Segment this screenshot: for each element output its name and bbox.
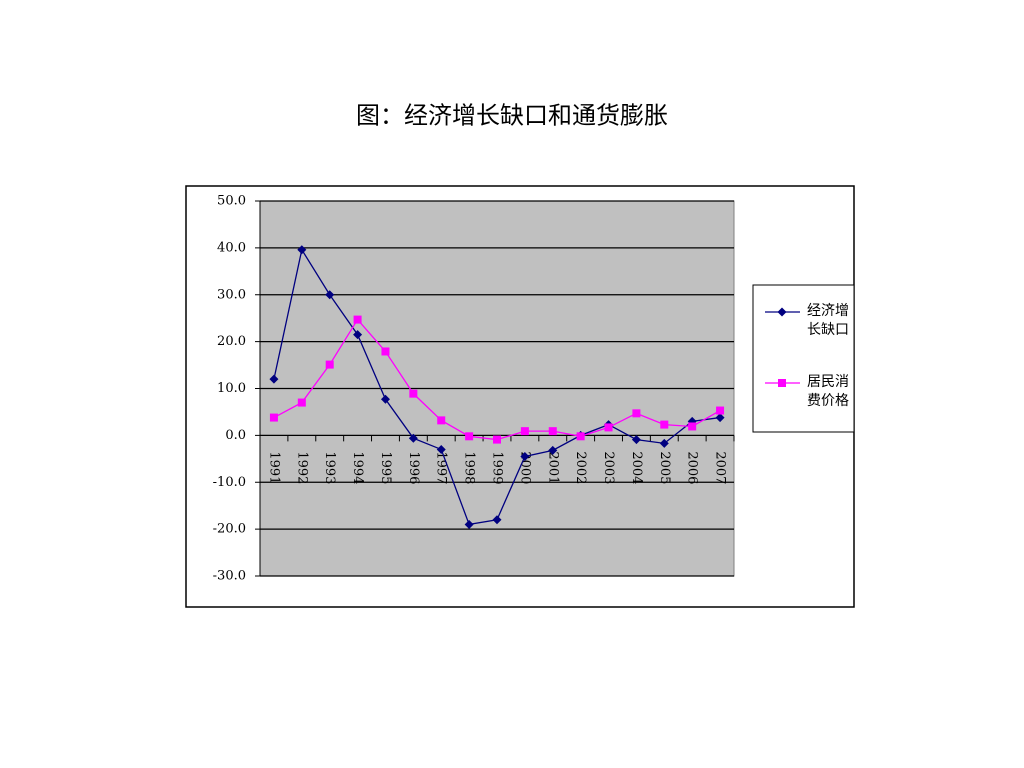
data-point (436, 444, 446, 454)
data-point (353, 315, 362, 324)
data-point (777, 307, 787, 317)
data-point (325, 360, 334, 369)
data-point (660, 420, 669, 429)
x-tick-label: 1996 (406, 451, 421, 484)
data-point (716, 406, 725, 415)
x-tick-label: 1993 (322, 451, 337, 484)
x-tick-label: 1998 (462, 451, 477, 484)
data-point (520, 427, 529, 436)
data-point (520, 451, 530, 461)
data-point (632, 409, 641, 418)
y-tick-label: 50.0 (217, 194, 246, 209)
x-tick-label: 2006 (685, 451, 700, 484)
data-point (465, 432, 474, 441)
data-point (492, 515, 502, 525)
y-tick-label: -30.0 (213, 569, 246, 584)
data-point (548, 445, 558, 455)
y-tick-label: 10.0 (217, 381, 246, 396)
x-tick-label: 1994 (350, 451, 365, 484)
data-point (409, 389, 418, 398)
x-tick-label: 1991 (266, 451, 281, 484)
x-tick-label: 2004 (629, 451, 644, 484)
data-point (353, 330, 363, 340)
data-point (659, 438, 669, 448)
legend-box (752, 284, 855, 433)
legend-label: 居民消费价格 (807, 374, 849, 409)
x-tick-label: 1992 (294, 451, 309, 484)
data-point (493, 435, 501, 444)
x-tick-label: 2005 (657, 451, 672, 484)
data-point (604, 423, 613, 432)
data-point (269, 374, 279, 384)
x-tick-label: 2002 (573, 451, 588, 484)
data-point (631, 435, 641, 445)
y-tick-label: 0.0 (225, 428, 246, 443)
data-point (576, 432, 585, 441)
data-point (269, 413, 278, 422)
x-tick-label: 1997 (434, 451, 449, 484)
data-point (778, 379, 786, 387)
y-tick-label: 40.0 (217, 240, 246, 255)
y-tick-label: -10.0 (213, 475, 246, 490)
x-tick-label: 1999 (490, 451, 505, 484)
data-point (297, 245, 307, 255)
data-point (297, 398, 306, 407)
data-point (548, 427, 557, 436)
legend-label: 经济增长缺口 (807, 303, 849, 338)
x-tick-label: 2001 (545, 451, 560, 484)
x-tick-label: 2000 (517, 451, 532, 484)
x-tick-label: 1995 (378, 451, 393, 484)
chart-title: 图：经济增长缺口和通货膨胀 (356, 102, 668, 130)
x-tick-label: 2003 (601, 451, 616, 484)
y-tick-label: 20.0 (217, 334, 246, 349)
y-tick-label: 30.0 (217, 287, 246, 302)
y-tick-label: -20.0 (213, 522, 246, 537)
x-tick-label: 2007 (713, 451, 728, 484)
data-point (325, 290, 335, 300)
data-point (715, 413, 725, 423)
data-point (688, 422, 697, 431)
data-point (381, 347, 390, 356)
data-point (408, 433, 418, 443)
data-point (380, 394, 390, 404)
data-point (437, 416, 446, 425)
data-point (464, 519, 474, 529)
